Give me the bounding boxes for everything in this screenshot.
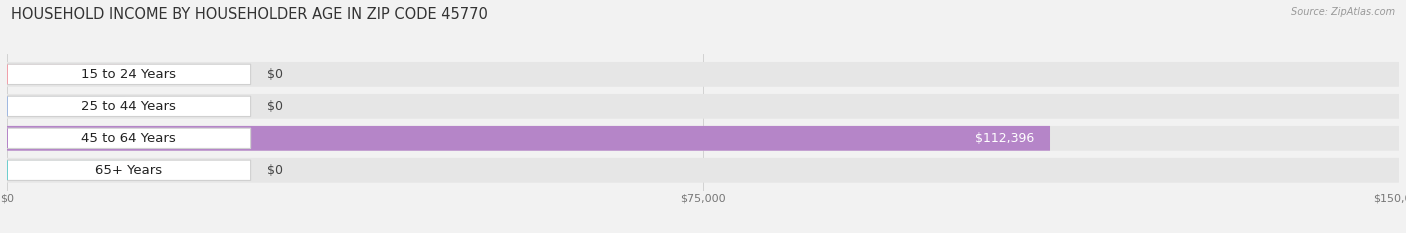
FancyBboxPatch shape [7,64,250,85]
Text: Source: ZipAtlas.com: Source: ZipAtlas.com [1291,7,1395,17]
FancyBboxPatch shape [7,128,250,148]
Text: $0: $0 [267,164,284,177]
FancyBboxPatch shape [7,126,1050,151]
Text: $0: $0 [267,68,284,81]
FancyBboxPatch shape [7,160,125,180]
FancyBboxPatch shape [7,64,125,85]
Text: $112,396: $112,396 [976,132,1035,145]
Text: 45 to 64 Years: 45 to 64 Years [82,132,176,145]
FancyBboxPatch shape [7,62,1399,87]
FancyBboxPatch shape [7,160,250,180]
Text: 65+ Years: 65+ Years [96,164,162,177]
FancyBboxPatch shape [7,158,1399,183]
Text: HOUSEHOLD INCOME BY HOUSEHOLDER AGE IN ZIP CODE 45770: HOUSEHOLD INCOME BY HOUSEHOLDER AGE IN Z… [11,7,488,22]
FancyBboxPatch shape [7,96,125,116]
FancyBboxPatch shape [7,126,1399,151]
FancyBboxPatch shape [7,94,1399,119]
FancyBboxPatch shape [7,96,250,116]
Text: 15 to 24 Years: 15 to 24 Years [82,68,176,81]
Text: $0: $0 [267,100,284,113]
Text: 25 to 44 Years: 25 to 44 Years [82,100,176,113]
